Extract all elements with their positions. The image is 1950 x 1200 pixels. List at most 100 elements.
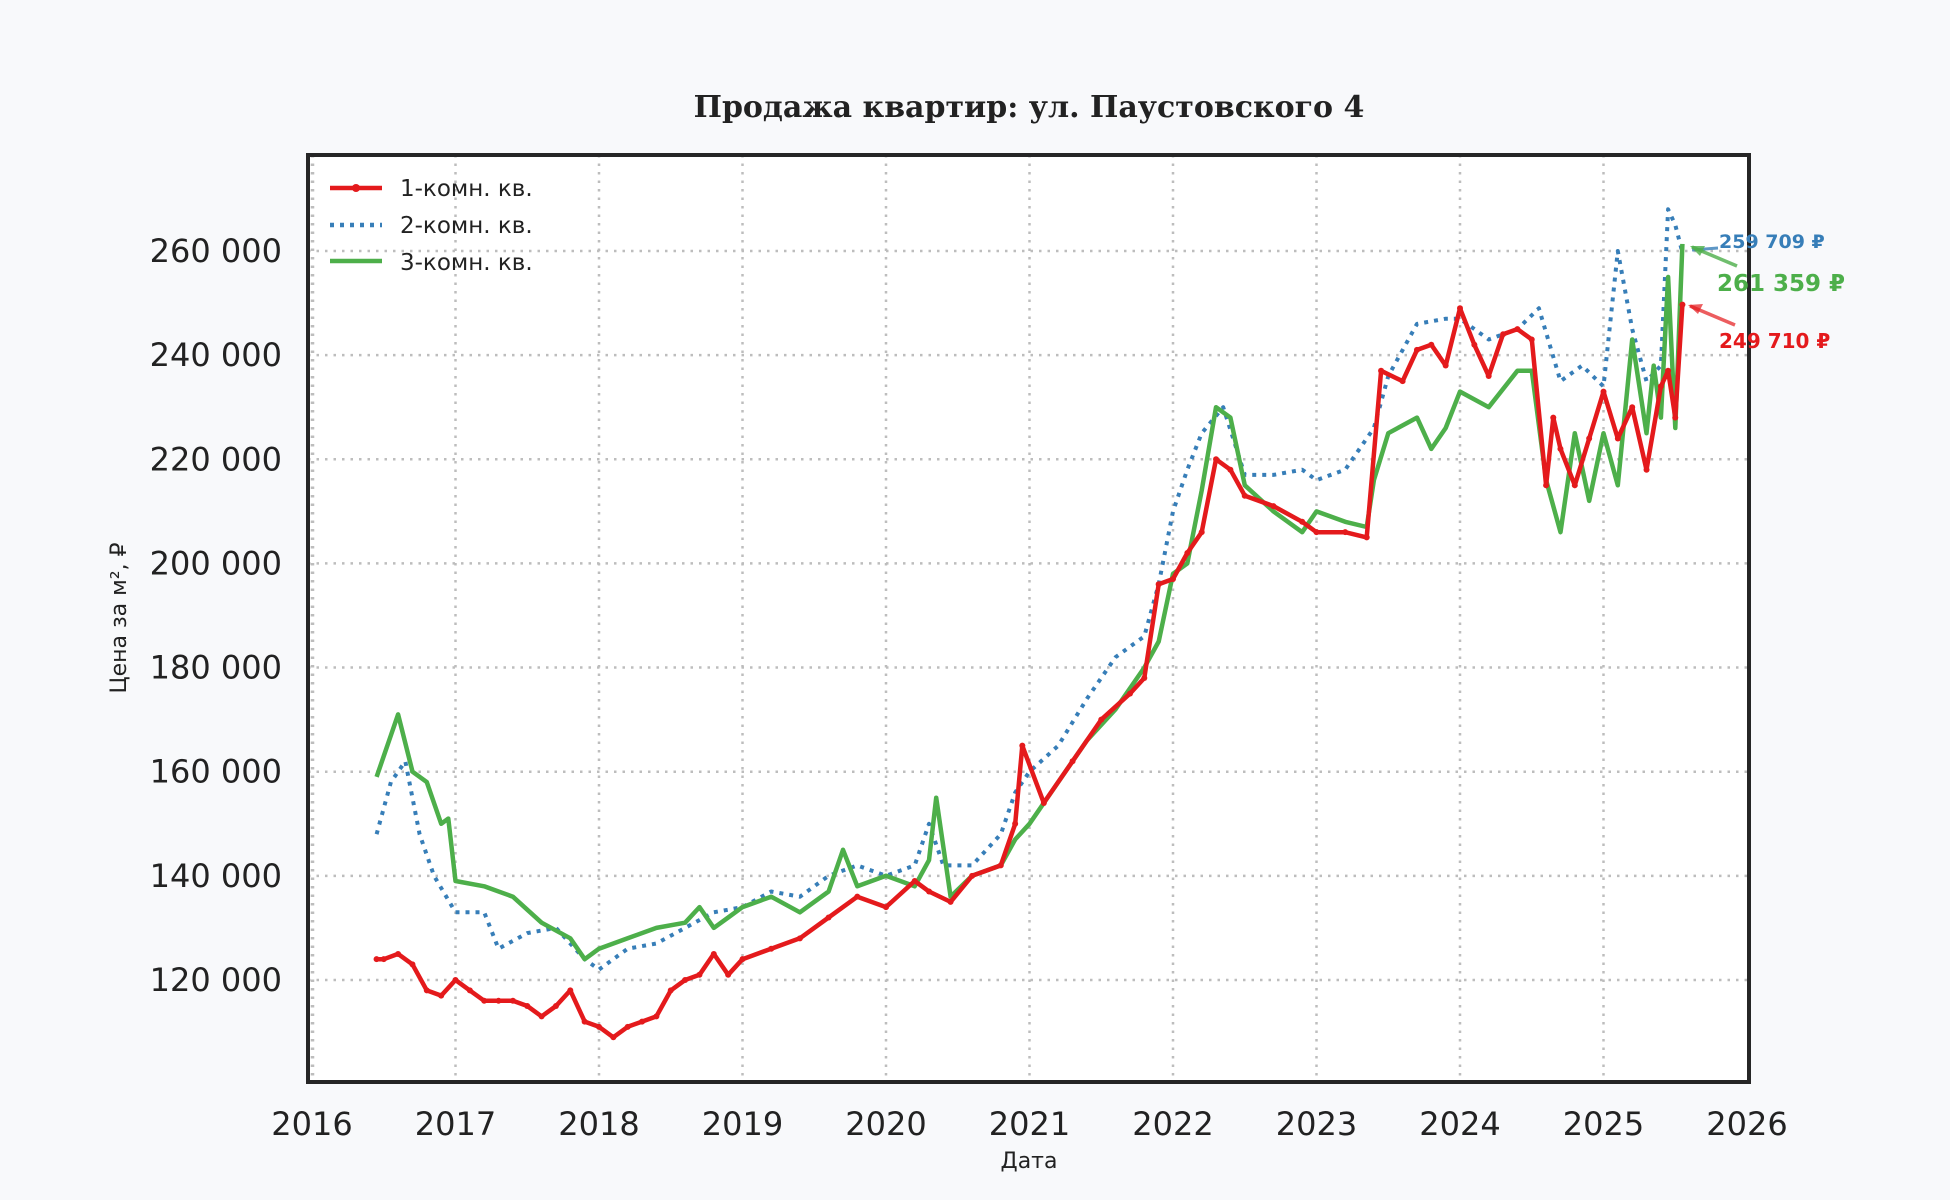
data-point-marker <box>1126 690 1133 697</box>
data-point-marker <box>1614 435 1621 442</box>
data-point-marker <box>481 997 488 1004</box>
y-axis-ticks: 120 000 140 000 160 000 180 000 200 000 220 0… <box>150 232 282 999</box>
x-tick-label: 2018 <box>558 1105 639 1143</box>
data-point-marker <box>466 987 473 994</box>
legend-item-1room[interactable]: 1-комн. кв. <box>330 176 533 202</box>
data-point-marker <box>1500 331 1507 338</box>
data-point-marker <box>947 898 954 905</box>
data-point-marker <box>696 971 703 978</box>
data-point-marker <box>1227 466 1234 473</box>
annotation-2room: 259 709 ₽ <box>1719 231 1825 253</box>
legend-item-3room[interactable]: 3-комн. кв. <box>330 250 533 276</box>
legend-label: 1-комн. кв. <box>400 176 533 202</box>
data-point-marker <box>997 862 1004 869</box>
data-point-marker <box>1657 383 1664 390</box>
data-point-marker <box>380 956 387 963</box>
x-tick-label: 2025 <box>1563 1105 1644 1143</box>
y-tick-label: 220 000 <box>150 440 282 478</box>
x-tick-label: 2019 <box>702 1105 783 1143</box>
annotations: 259 709 ₽ 261 359 ₽ 249 710 ₽ <box>1688 231 1845 353</box>
chart-title: Продажа квартир: ул. Паустовского 4 <box>694 90 1365 125</box>
data-point-marker <box>1069 758 1076 765</box>
data-point-marker <box>1241 492 1248 499</box>
x-tick-label: 2021 <box>989 1105 1070 1143</box>
data-point-marker <box>1313 529 1320 536</box>
x-axis-ticks: 2016 2017 2018 2019 2020 2021 2022 2023 2024 2025… <box>271 1105 1787 1143</box>
x-axis-label: Дата <box>1001 1149 1058 1174</box>
x-tick-label: 2023 <box>1276 1105 1357 1143</box>
data-point-marker <box>538 1013 545 1020</box>
data-point-marker <box>1543 482 1550 489</box>
data-point-marker <box>1514 326 1521 333</box>
data-point-marker <box>581 1018 588 1025</box>
data-point-marker <box>1270 503 1277 510</box>
y-tick-label: 180 000 <box>150 649 282 687</box>
legend-label: 2-комн. кв. <box>400 213 533 239</box>
data-point-marker <box>409 961 416 968</box>
data-point-marker <box>969 872 976 879</box>
data-point-marker <box>739 956 746 963</box>
plot-area <box>308 155 1749 1082</box>
data-point-marker <box>596 1023 602 1030</box>
data-point-marker <box>926 888 933 895</box>
data-point-marker <box>1557 445 1564 452</box>
data-point-marker <box>1586 435 1593 442</box>
data-point-marker <box>1141 674 1148 681</box>
data-point-marker <box>1471 341 1478 348</box>
x-tick-label: 2020 <box>845 1105 926 1143</box>
data-point-marker <box>1019 742 1026 749</box>
data-point-marker <box>883 904 889 911</box>
data-point-marker <box>552 1003 559 1010</box>
data-point-marker <box>509 997 516 1004</box>
data-point-marker <box>1040 799 1047 806</box>
legend-item-2room[interactable]: 2-комн. кв. <box>330 213 533 239</box>
data-point-marker <box>854 893 861 900</box>
data-point-marker <box>1399 378 1406 385</box>
data-point-marker <box>1184 550 1191 557</box>
data-point-marker <box>624 1023 631 1030</box>
data-point-marker <box>653 1013 660 1020</box>
x-tick-label: 2024 <box>1419 1105 1500 1143</box>
data-point-marker <box>1442 362 1449 369</box>
y-tick-label: 120 000 <box>150 961 282 999</box>
data-point-marker <box>1679 301 1686 308</box>
x-tick-label: 2022 <box>1132 1105 1213 1143</box>
y-tick-label: 140 000 <box>150 857 282 895</box>
data-point-marker <box>682 976 689 983</box>
x-tick-label: 2026 <box>1706 1105 1787 1143</box>
y-tick-label: 200 000 <box>150 544 282 582</box>
arrowhead-icon <box>1688 304 1703 314</box>
plot-frame <box>306 153 1751 1084</box>
data-point-marker <box>768 945 775 952</box>
data-point-marker <box>1571 482 1578 489</box>
y-tick-label: 160 000 <box>150 753 282 791</box>
legend-label: 3-комн. кв. <box>400 250 533 276</box>
grid <box>308 155 1749 1082</box>
data-point-marker <box>1213 456 1220 463</box>
data-point-marker <box>1672 414 1679 421</box>
annotation-3room: 261 359 ₽ <box>1717 271 1845 297</box>
y-axis-label: Цена за м², ₽ <box>107 542 132 693</box>
data-point-marker <box>1600 388 1607 395</box>
data-point-marker <box>1413 346 1420 353</box>
data-point-marker <box>1012 820 1019 827</box>
data-point-marker <box>1665 367 1672 374</box>
data-point-marker <box>1098 716 1105 723</box>
data-point-marker <box>1170 576 1176 583</box>
data-point-marker <box>1363 534 1370 541</box>
data-point-marker <box>452 976 459 983</box>
data-point-marker <box>1485 372 1492 379</box>
data-point-marker <box>1198 529 1205 536</box>
data-point-marker <box>1299 518 1306 525</box>
data-point-marker <box>725 971 732 978</box>
data-point-marker <box>1342 529 1349 536</box>
data-point-marker <box>438 992 445 999</box>
data-point-marker <box>1155 581 1162 588</box>
arrowhead-icon <box>1690 246 1705 256</box>
data-point-marker <box>667 987 674 994</box>
legend-marker-icon <box>352 184 360 192</box>
data-point-marker <box>639 1018 646 1025</box>
legend: 1-комн. кв. 2-комн. кв. 3-комн. кв. <box>330 176 533 276</box>
annotation-1room: 249 710 ₽ <box>1719 329 1830 353</box>
